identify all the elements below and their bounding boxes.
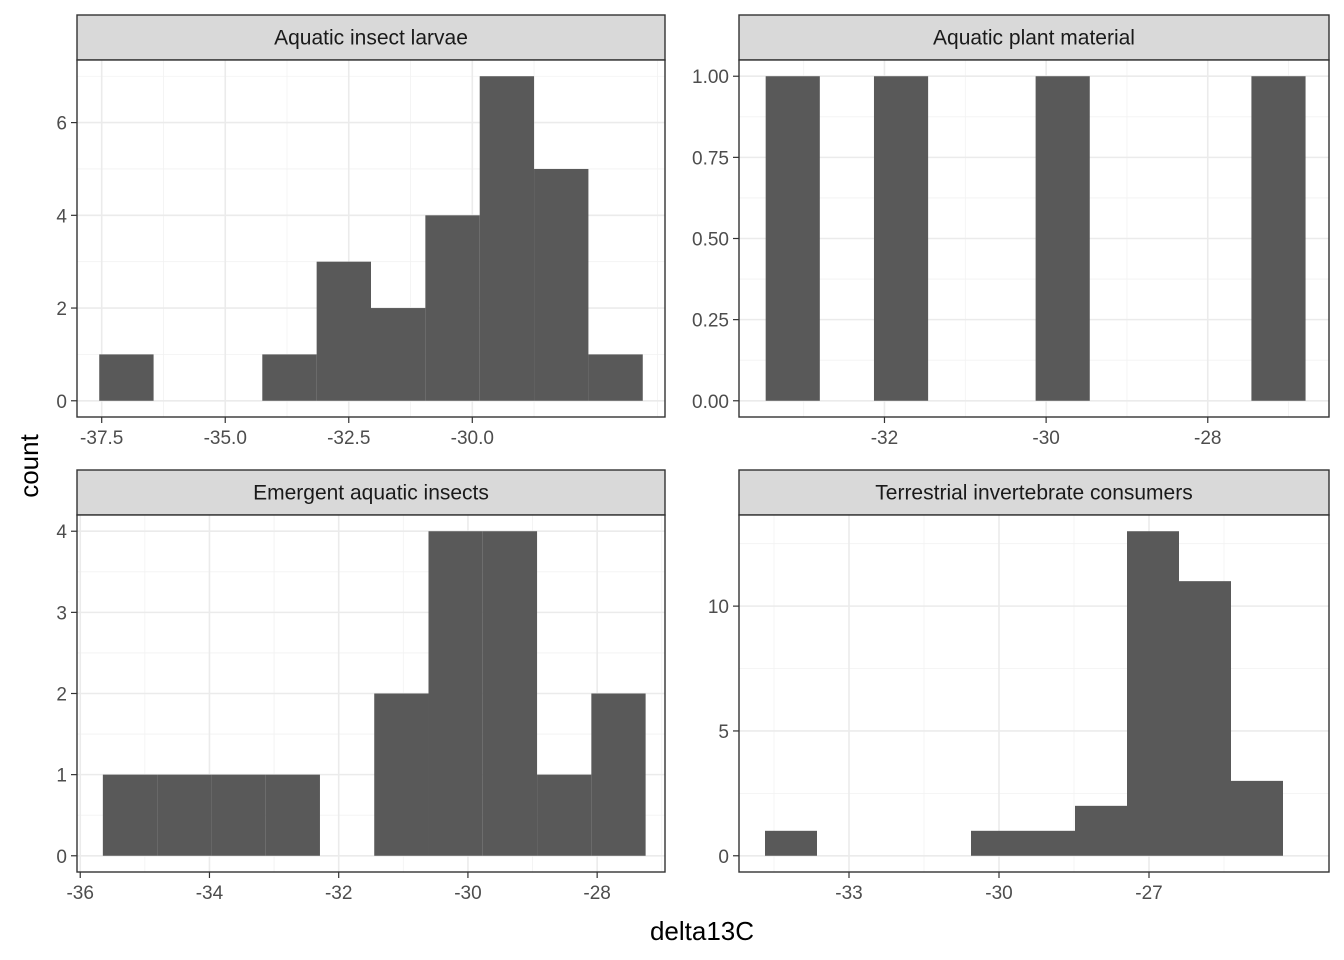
y-tick-label: 0.25	[692, 311, 729, 332]
histogram-bar	[765, 76, 820, 401]
y-tick-label: 4	[56, 206, 67, 227]
histogram-bar	[157, 774, 212, 856]
facet-strip-title: Aquatic insect larvae	[274, 27, 468, 50]
histogram-bar	[1231, 780, 1283, 856]
histogram-bar	[102, 774, 158, 856]
x-tick-label: -32	[325, 883, 352, 904]
x-tick-label: -32.5	[327, 428, 370, 449]
x-tick-label: -30	[1032, 428, 1059, 449]
y-tick-label: 5	[718, 722, 729, 743]
x-tick-label: -30	[454, 883, 481, 904]
histogram-bar	[262, 354, 317, 401]
y-axis-title: count	[14, 433, 44, 497]
histogram-bar	[1127, 531, 1179, 856]
y-tick-label: 2	[56, 299, 67, 320]
histogram-bar	[316, 261, 371, 401]
histogram-bar	[1035, 76, 1090, 401]
y-tick-label: 0.00	[692, 392, 729, 413]
histogram-bar	[971, 830, 1023, 856]
histogram-bar	[588, 354, 643, 401]
y-tick-label: 1	[56, 766, 67, 787]
histogram-bar	[265, 774, 320, 856]
x-tick-label: -28	[583, 883, 610, 904]
histogram-bar	[1023, 830, 1075, 856]
histogram-bar	[1179, 581, 1231, 856]
histogram-bar	[1251, 76, 1306, 401]
histogram-bar	[425, 215, 480, 401]
y-tick-label: 0	[56, 392, 67, 413]
histogram-bar	[479, 76, 535, 401]
x-tick-label: -30	[985, 883, 1012, 904]
y-tick-label: 0.50	[692, 230, 729, 251]
y-tick-label: 1.00	[692, 67, 729, 88]
x-tick-label: -33	[835, 883, 862, 904]
facet-strip	[738, 469, 1330, 516]
histogram-bar	[537, 774, 592, 856]
x-tick-label: -27	[1135, 883, 1162, 904]
x-tick-label: -34	[196, 883, 224, 904]
facet-panel: Aquatic insect larvae -37.5 -35.0 -32.5 -30.…	[56, 14, 666, 449]
facet-panel: Aquatic plant material -32 -30 -28 0.00 0.25 0…	[692, 14, 1330, 449]
facet-panel: Emergent aquatic insects -36 -34 -32 -30 -28 0…	[56, 469, 666, 904]
facet-panels: Aquatic insect larvae -37.5 -35.0 -32.5 -30.…	[56, 14, 1330, 904]
facet-strip	[76, 14, 666, 61]
histogram-bar	[482, 531, 538, 856]
histogram-bar	[371, 308, 426, 401]
y-tick-label: 6	[56, 114, 67, 135]
histogram-bar	[1075, 805, 1127, 856]
facet-strip-title: Emergent aquatic insects	[253, 482, 489, 505]
panel-border	[76, 59, 666, 418]
y-tick-label: 0	[718, 847, 729, 868]
y-tick-label: 10	[708, 597, 729, 618]
x-tick-label: -32	[871, 428, 898, 449]
x-tick-label: -35.0	[204, 428, 247, 449]
histogram-bar	[534, 168, 589, 401]
x-tick-label: -37.5	[80, 428, 123, 449]
x-tick-label: -28	[1194, 428, 1221, 449]
x-axis-title: delta13C	[650, 916, 754, 946]
histogram-bar	[99, 354, 154, 401]
y-tick-label: 3	[56, 603, 67, 624]
y-tick-label: 4	[56, 522, 67, 543]
facet-strip-title: Terrestrial invertebrate consumers	[875, 482, 1192, 505]
x-tick-label: -36	[66, 883, 93, 904]
y-tick-label: 0.75	[692, 148, 729, 169]
facet-panel: Terrestrial invertebrate consumers -33 -30…	[708, 469, 1330, 904]
facet-strip	[76, 469, 666, 516]
histogram-bar	[765, 830, 817, 856]
x-tick-label: -30.0	[451, 428, 494, 449]
histogram-bar	[211, 774, 266, 856]
y-tick-label: 2	[56, 685, 67, 706]
histogram-bar	[873, 76, 929, 401]
histogram-bar	[591, 693, 646, 856]
y-tick-label: 0	[56, 847, 67, 868]
facet-strip-title: Aquatic plant material	[933, 27, 1135, 50]
histogram-bar	[428, 531, 483, 856]
histogram-bar	[374, 693, 429, 856]
panel-border	[738, 514, 1330, 873]
